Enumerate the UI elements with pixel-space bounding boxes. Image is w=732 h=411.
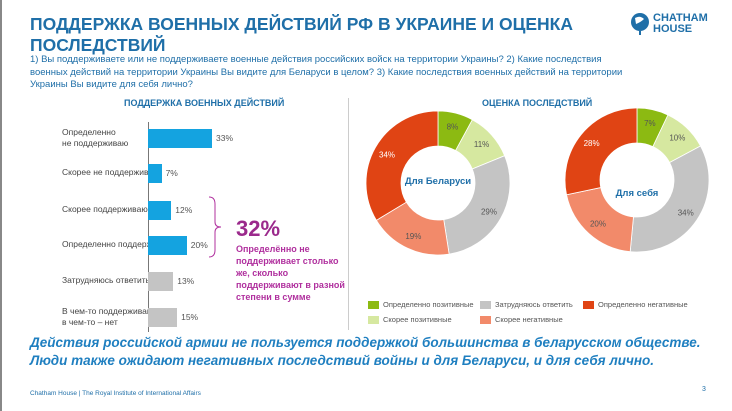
donut-value-label: 19% [405, 232, 421, 241]
bar-value-label: 13% [177, 276, 195, 286]
legend-label: Скорее позитивные [383, 315, 452, 324]
donut-center-label-self: Для себя [615, 188, 659, 199]
legend-item: Определенно негативные [583, 300, 688, 309]
legend-item: Скорее негативные [480, 315, 563, 324]
logo-line1: CHATHAM [653, 12, 708, 24]
donut-slice [629, 145, 710, 253]
legend-item: Определенно позитивные [368, 300, 474, 309]
bar-label: Определенно не поддерживаю [62, 127, 129, 148]
page-title: ПОДДЕРЖКА ВОЕННЫХ ДЕЙСТВИЙ РФ В УКРАИНЕ … [30, 14, 573, 55]
donut-value-label: 20% [590, 220, 606, 229]
legend-label: Затрудняюсь ответить [495, 300, 573, 309]
bar-value-label: 20% [190, 240, 208, 250]
legend-swatch [368, 315, 379, 324]
bar [148, 235, 187, 255]
legend-label: Определенно позитивные [383, 300, 474, 309]
page-number: 3 [702, 386, 706, 393]
donut-value-label: 29% [481, 208, 497, 217]
legend-item: Затрудняюсь ответить [480, 300, 573, 309]
conclusion-line1: Действия российской армии не пользуется … [30, 335, 701, 350]
legend-swatch [583, 300, 594, 309]
bracket [208, 196, 222, 258]
globe-icon [631, 13, 649, 35]
conclusion: Действия российской армии не пользуется … [30, 334, 700, 370]
donut-slice [443, 155, 511, 255]
legend-swatch [368, 300, 379, 309]
legend-label: Скорее негативные [495, 315, 563, 324]
bar [148, 163, 162, 183]
bar-value-label: 15% [181, 312, 199, 322]
conclusion-line2: Люди также ожидают негативных последстви… [30, 353, 655, 368]
legend-item: Скорее позитивные [368, 315, 452, 324]
donut-slice [365, 110, 439, 221]
bar [148, 271, 174, 291]
bar-label: В чем-то поддерживаю, в чем-то – нет [62, 306, 156, 327]
donut-charts: 8% 11% 29% 19% 34% 7% 10% 34% 20% 28% [365, 107, 710, 256]
annotation-text: Определённо не поддерживает столько же, … [236, 244, 345, 302]
annotation-value: 32% [236, 216, 281, 241]
donut-value-label: 34% [678, 208, 694, 217]
bar-label: Определенно поддерживаю [62, 239, 173, 249]
bar-axis [148, 122, 149, 332]
donut-section-title: ОЦЕНКА ПОСЛЕДСТВИЙ [482, 98, 593, 108]
bar [148, 128, 213, 148]
legend-swatch [480, 300, 491, 309]
donut-value-label: 10% [669, 134, 685, 143]
donut-value-label: 28% [584, 139, 600, 148]
footer-text: Chatham House | The Royal Institute of I… [30, 390, 201, 397]
donut-value-label: 7% [644, 119, 656, 128]
bar-label: Скорее не поддерживаю [62, 167, 160, 177]
donut-value-label: 11% [474, 140, 489, 149]
divider [348, 98, 349, 330]
bar [148, 307, 178, 327]
bar-label: Затрудняюсь ответить [62, 275, 151, 285]
subtitle: 1) Вы поддерживаете или не поддерживаете… [30, 54, 623, 90]
donut-slice [564, 107, 638, 196]
legend-swatch [480, 315, 491, 324]
bar-value-label: 33% [216, 133, 234, 143]
legend-label: Определенно негативные [598, 300, 688, 309]
donut-value-label: 34% [379, 150, 395, 159]
logo-line2: HOUSE [653, 23, 693, 35]
donut-value-label: 8% [447, 122, 459, 131]
bar-value-label: 7% [165, 168, 178, 178]
bar-label: Скорее поддерживаю [62, 204, 148, 214]
donut-center-label-belarus: Для Беларуси [404, 176, 472, 187]
bar-value-label: 12% [175, 205, 193, 215]
bar-chart-title: ПОДДЕРЖКА ВОЕННЫХ ДЕЙСТВИЙ [124, 98, 285, 108]
bar [148, 200, 172, 220]
logo: CHATHAM HOUSE [630, 12, 708, 36]
